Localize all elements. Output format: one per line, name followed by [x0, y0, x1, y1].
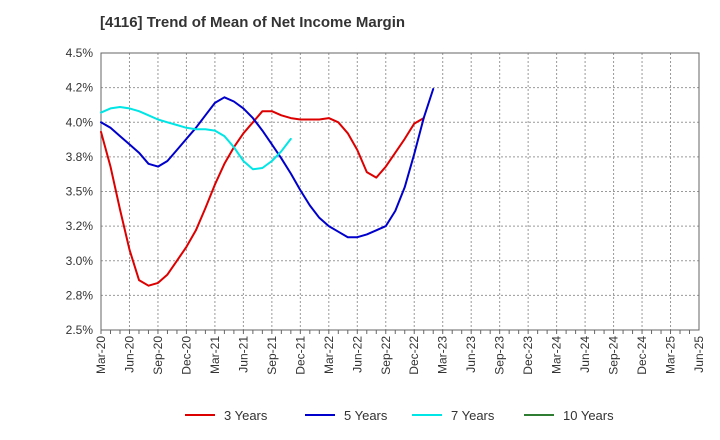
x-tick-label: Dec-23 — [521, 336, 535, 375]
x-tick-label: Jun-21 — [236, 336, 250, 373]
y-tick-label: 3.5% — [66, 185, 94, 199]
y-tick-label: 2.5% — [66, 323, 94, 337]
x-tick-label: Jun-23 — [464, 336, 478, 373]
y-tick-label: 3.8% — [66, 150, 94, 164]
x-tick-label: Jun-24 — [578, 336, 592, 373]
x-tick-label: Sep-23 — [493, 336, 507, 375]
series-line-7-years — [100, 106, 292, 171]
y-tick-label: 2.8% — [66, 288, 94, 302]
legend-label-10-years: 10 Years — [563, 408, 614, 423]
legend-label-5-years: 5 Years — [344, 408, 388, 423]
y-tick-label: 4.0% — [66, 115, 94, 129]
x-tick-label: Dec-24 — [635, 336, 649, 375]
legend-label-7-years: 7 Years — [451, 408, 495, 423]
y-tick-label: 4.2% — [66, 81, 94, 95]
y-tick-label: 3.2% — [66, 219, 94, 233]
plot-frame — [100, 52, 700, 331]
grid-layer — [100, 52, 700, 334]
y-tick-label: 3.0% — [66, 254, 94, 268]
x-tick-label: Mar-21 — [208, 336, 222, 374]
x-tick-label: Mar-23 — [436, 336, 450, 374]
x-tick-label: Dec-21 — [293, 336, 307, 375]
x-tick-label: Dec-20 — [179, 336, 193, 375]
x-tick-label: Sep-24 — [607, 336, 621, 375]
series-line-5-years — [100, 88, 435, 239]
chart-title: [4116] Trend of Mean of Net Income Margi… — [100, 14, 406, 31]
y-tick-label: 4.5% — [66, 46, 94, 60]
x-tick-label: Jun-25 — [692, 336, 706, 373]
x-tick-label: Mar-24 — [550, 336, 564, 374]
legend: 3 Years 5 Years 7 Years 10 Years — [185, 408, 614, 423]
x-axis-ticks: Mar-20 Jun-20 Sep-20 Dec-20 Mar-21 Jun-21 Sep-… — [94, 336, 706, 375]
x-tick-label: Sep-20 — [151, 336, 165, 375]
x-tick-label: Jun-20 — [122, 336, 136, 373]
x-tick-label: Jun-22 — [350, 336, 364, 373]
series-line-3-years — [100, 110, 425, 287]
legend-label-3-years: 3 Years — [224, 408, 268, 423]
x-tick-label: Sep-21 — [265, 336, 279, 375]
y-axis-ticks: 2.5% 2.8% 3.0% 3.2% 3.5% 3.8% 4.0% 4.2% 4.5% — [66, 46, 94, 337]
series-layer — [100, 88, 435, 287]
x-tick-label: Sep-22 — [379, 336, 393, 375]
x-tick-label: Dec-22 — [407, 336, 421, 375]
x-tick-label: Mar-22 — [322, 336, 336, 374]
x-tick-label: Mar-25 — [664, 336, 678, 374]
x-tick-label: Mar-20 — [94, 336, 108, 374]
